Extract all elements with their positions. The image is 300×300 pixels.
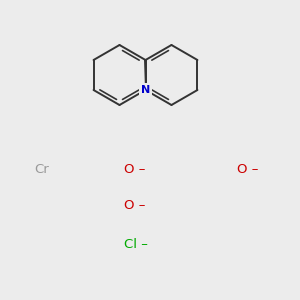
Text: Cl –: Cl – — [124, 238, 148, 251]
Text: O –: O – — [237, 163, 258, 176]
Text: O –: O – — [124, 163, 146, 176]
Text: N: N — [141, 85, 150, 95]
Text: O –: O – — [124, 199, 146, 212]
Text: Cr: Cr — [34, 163, 49, 176]
